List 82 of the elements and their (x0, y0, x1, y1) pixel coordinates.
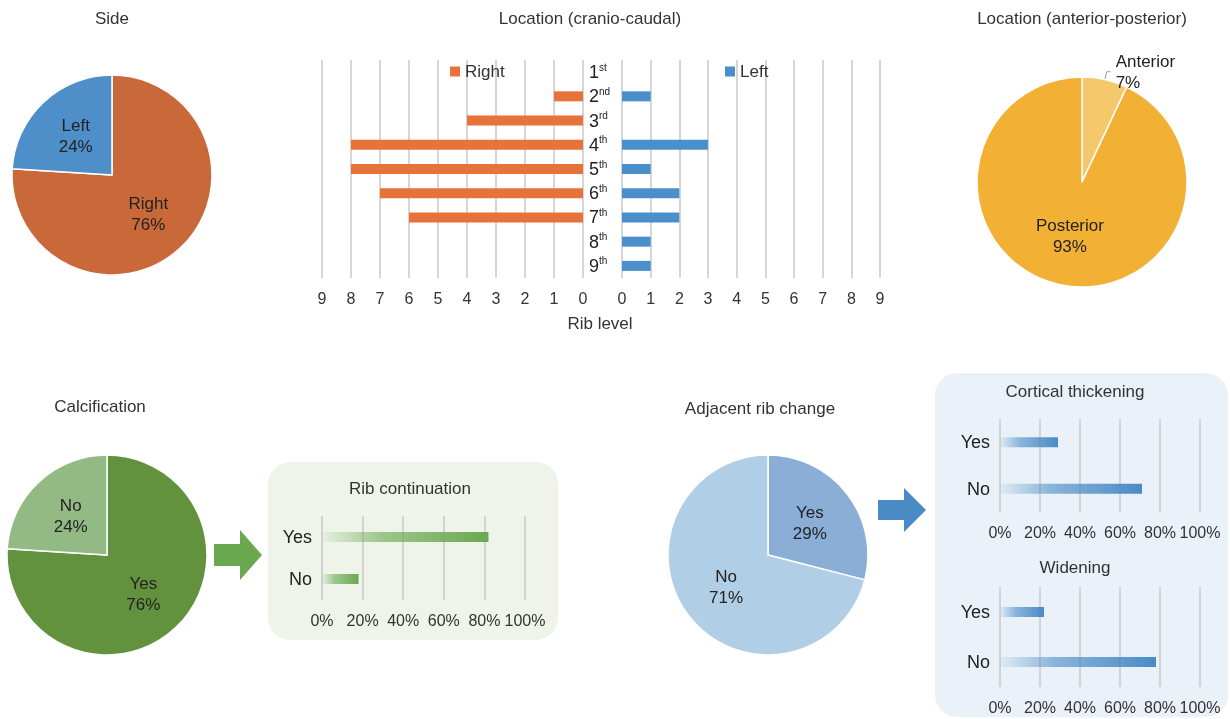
x-tick-label: 20% (1023, 523, 1057, 541)
slice-label: No (59, 496, 82, 516)
bar (467, 115, 583, 126)
legend-label: Left (740, 62, 769, 81)
bar (380, 188, 583, 199)
slice-label: Yes (796, 502, 824, 522)
chart-title: Cortical thickening (1005, 382, 1145, 401)
bar (622, 212, 680, 223)
bar (622, 236, 651, 247)
data-label: 76% (126, 594, 161, 614)
data-label: 24% (58, 137, 93, 157)
y-tick-label: Yes (960, 602, 990, 622)
x-tick-label: 100% (504, 611, 546, 629)
y-tick-label: No (966, 478, 990, 499)
x-tick-label: 1 (646, 289, 656, 307)
bar (351, 139, 583, 150)
x-tick-label: 0 (617, 289, 627, 307)
x-tick-label: 0% (988, 523, 1012, 541)
chart-title: Adjacent rib change (684, 399, 836, 418)
x-tick-label: 60% (1103, 698, 1137, 716)
x-tick-label: 3 (703, 289, 713, 307)
x-tick-label: 40% (387, 611, 420, 629)
bar (622, 260, 651, 271)
x-tick-label: 2 (674, 289, 684, 307)
x-tick-label: 80% (468, 611, 501, 629)
x-tick-label: 4 (732, 289, 742, 307)
x-tick-label: 0 (578, 289, 588, 307)
x-axis-title: Rib level (567, 314, 633, 333)
chart-title: Rib continuation (349, 479, 471, 498)
x-tick-label: 8 (346, 289, 356, 307)
y-tick-label: No (966, 652, 990, 672)
legend-label: Right (465, 62, 505, 81)
x-tick-label: 1 (549, 289, 559, 307)
data-label: 24% (53, 517, 88, 537)
slice-label: Left (61, 116, 91, 136)
x-tick-label: 7 (818, 289, 828, 307)
bar (622, 164, 651, 174)
data-label: 29% (792, 523, 827, 543)
x-tick-label: 9 (875, 289, 885, 307)
x-tick-label: 100% (1179, 698, 1221, 716)
slice-label: Anterior (1115, 51, 1176, 71)
x-tick-label: 7 (375, 289, 385, 307)
x-tick-label: 60% (1103, 523, 1137, 541)
x-tick-label: 100% (1179, 523, 1221, 541)
y-tick-label: Yes (960, 432, 990, 453)
x-tick-label: 80% (1143, 698, 1177, 716)
x-tick-label: 20% (346, 611, 379, 629)
slice-label: Right (128, 193, 169, 213)
x-tick-label: 20% (1023, 698, 1057, 716)
x-tick-label: 4 (462, 289, 472, 307)
x-tick-label: 6 (789, 289, 799, 307)
bar (351, 164, 583, 174)
chart-title: Location (cranio-caudal) (498, 9, 682, 28)
x-tick-label: 40% (1063, 523, 1097, 541)
x-tick-label: 2 (520, 289, 530, 307)
chart-title: Location (anterior-posterior) (977, 9, 1187, 28)
x-tick-label: 60% (427, 611, 460, 629)
slice-label: Posterior (1035, 216, 1105, 236)
x-tick-label: 0% (988, 698, 1012, 716)
chart-title: Calcification (54, 397, 146, 416)
data-label: 76% (131, 214, 166, 234)
x-tick-label: 9 (317, 289, 327, 307)
x-tick-label: 5 (760, 289, 770, 307)
bar (622, 139, 708, 150)
bar (622, 91, 651, 102)
x-tick-label: 6 (404, 289, 414, 307)
x-tick-label: 8 (846, 289, 856, 307)
slice-label: Yes (129, 573, 158, 593)
x-tick-label: 80% (1143, 523, 1177, 541)
bar (409, 212, 583, 223)
x-tick-label: 0% (310, 611, 334, 629)
slice-label: No (715, 567, 737, 587)
x-tick-label: 3 (491, 289, 501, 307)
chart-title: Widening (1039, 558, 1111, 577)
data-label: 93% (1052, 237, 1087, 257)
bar (554, 91, 583, 102)
chart-title: Side (94, 9, 130, 28)
data-label: 71% (709, 588, 744, 608)
x-tick-label: 40% (1063, 698, 1097, 716)
data-label: 7% (1115, 72, 1141, 92)
bar (622, 188, 680, 199)
x-tick-label: 5 (433, 289, 443, 307)
